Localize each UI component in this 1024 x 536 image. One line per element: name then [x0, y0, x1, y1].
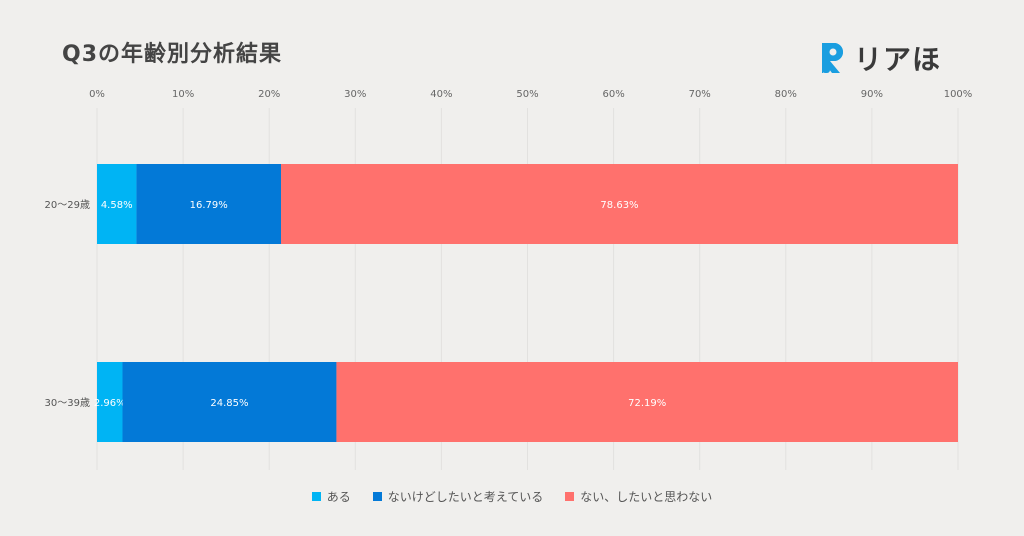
legend-item: ある [311, 488, 351, 505]
data-label: 78.63% [600, 200, 638, 211]
x-tick-label: 70% [689, 89, 711, 100]
category-label: 20〜29歳 [45, 199, 90, 211]
logo-r-icon [822, 43, 843, 73]
bar-segment [280, 164, 958, 244]
legend-item: ない、したいと思わない [565, 488, 712, 505]
legend-swatch [565, 492, 575, 501]
data-label: 4.58% [101, 200, 133, 211]
bar-segment [97, 362, 123, 442]
x-tick-label: 100% [944, 89, 973, 100]
data-label: 16.79% [190, 200, 228, 211]
legend-swatch [311, 492, 321, 501]
legend-swatch [372, 492, 382, 501]
x-tick-label: 10% [172, 89, 194, 100]
data-label: 24.85% [210, 398, 248, 409]
bar-segment [122, 362, 337, 442]
legend-item: ないけどしたいと考えている [372, 488, 544, 505]
legend-label: ないけどしたいと考えている [387, 490, 544, 504]
logo-text: リアほ [854, 43, 942, 76]
data-label: 2.96% [94, 398, 126, 409]
x-tick-label: 80% [775, 89, 797, 100]
x-tick-label: 90% [861, 89, 883, 100]
x-tick-label: 0% [89, 89, 105, 100]
bar-segment [136, 164, 281, 244]
data-label: 72.19% [628, 398, 666, 409]
bar-segment [336, 362, 958, 442]
category-label: 30〜39歳 [45, 397, 90, 409]
x-tick-label: 50% [516, 89, 538, 100]
x-tick-label: 30% [344, 89, 366, 100]
bar-segment [97, 164, 137, 244]
logo: リアほ [818, 38, 941, 78]
x-tick-label: 20% [258, 89, 280, 100]
legend-label: ある [326, 490, 351, 504]
chart-title: Q3の年齢別分析結果 [62, 42, 283, 67]
legend-label: ない、したいと思わない [580, 490, 713, 504]
legend: ある ないけどしたいと考えている ない、したいと思わない [0, 488, 1024, 505]
x-tick-label: 60% [602, 89, 624, 100]
x-tick-label: 40% [430, 89, 452, 100]
